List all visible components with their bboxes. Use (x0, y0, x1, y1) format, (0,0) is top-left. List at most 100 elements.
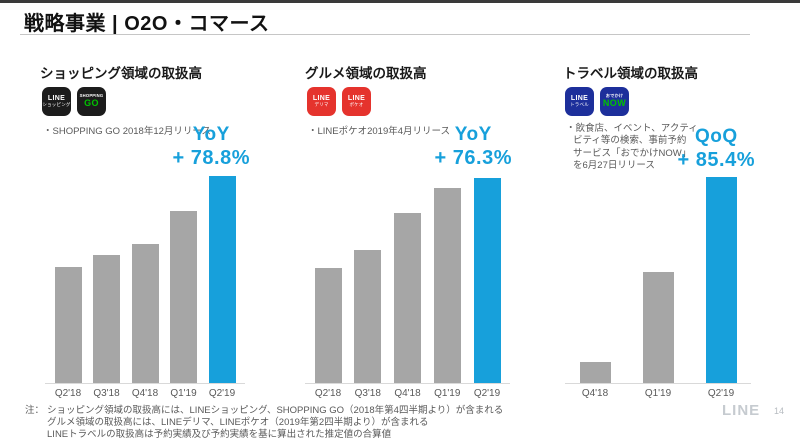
bar-label: Q2'18 (54, 388, 82, 399)
page-title: 戦略事業 | O2O・コマース (24, 13, 270, 35)
bar-Q4'18 (394, 212, 421, 383)
bar-cell: Q2'19 (704, 170, 738, 399)
bar-label: Q1'19 (434, 388, 461, 399)
line-delima-icon: LINE デリマ (307, 87, 336, 116)
icon-text-top: LINE (347, 95, 366, 103)
release-note: ・飲食店、イベント、アクティ ビティ等の検索、事前予約 サービス「おでかけNOW… (566, 123, 698, 172)
growth-badge: YoY + 78.8% (173, 124, 250, 170)
bar-Q4'18 (579, 362, 611, 383)
odekake-now-icon: おでかけ NOW (600, 87, 629, 116)
bar-Q1'19 (433, 188, 461, 383)
bar-cell: Q3'18 (353, 170, 383, 399)
icon-text-bottom: ショッピング (42, 101, 71, 107)
note-line: ・飲食店、イベント、アクティ (566, 123, 698, 134)
note-line: サービス「おでかけNOW」 (573, 147, 692, 159)
bar-chart-travel: Q4'18 Q1'19 Q2'19 (565, 170, 751, 399)
shopping-go-icon: SHOPPING GO (77, 87, 106, 116)
footnote: 注： ショッピング領域の取扱高には、LINEショッピング、SHOPPING GO… (25, 405, 503, 441)
bar-label: Q4'18 (581, 388, 609, 399)
bar-cell: Q2'18 (313, 170, 343, 399)
bar-cell: Q4'18 (393, 170, 423, 399)
icon-text-bottom: GO (84, 97, 99, 108)
app-icons: LINE トラベル おでかけ NOW (565, 87, 629, 116)
bar-Q2'18 (54, 267, 82, 383)
icon-text-bottom: デリマ (314, 101, 329, 107)
section-title: ショッピング領域の取扱高 (40, 66, 202, 81)
icon-text-top: おでかけ (605, 93, 624, 99)
plot-area: Q4'18 Q1'19 Q2'19 (565, 170, 751, 399)
page-number: 14 (774, 406, 785, 416)
growth-label: YoY (454, 124, 492, 145)
note-line: ・LINEポケオ2019年4月リリース (308, 126, 451, 137)
top-border (0, 0, 800, 3)
line-travel-icon: LINE トラベル (565, 87, 594, 116)
bar-cell: Q2'19 (472, 170, 502, 399)
bar-cell: Q3'18 (92, 170, 122, 399)
bar-Q2'19 (705, 177, 737, 383)
section-travel: トラベル領域の取扱高 LINE トラベル おでかけ NOW ・飲食店、イベント、… (563, 62, 800, 399)
bar-label: Q4'18 (131, 388, 159, 399)
bar-cell: Q2'18 (53, 170, 83, 399)
bar-label: Q1'19 (644, 388, 672, 399)
app-icons: LINE デリマ LINE ポケオ (307, 87, 371, 116)
bar-label: Q2'18 (314, 388, 342, 399)
bar-Q2'19 (208, 176, 236, 383)
bar-Q2'18 (314, 268, 342, 383)
bar-label: Q3'18 (93, 388, 120, 399)
icon-text-bottom: NOW (602, 97, 627, 108)
section-shopping: ショッピング領域の取扱高 LINE ショッピング SHOPPING GO ・SH… (40, 62, 290, 399)
release-note: ・SHOPPING GO 2018年12月リリース (43, 126, 211, 138)
bar-label: Q2'19 (208, 388, 236, 399)
line-shopping-icon: LINE ショッピング (42, 87, 71, 116)
bar-label: Q4'18 (394, 388, 421, 399)
section-gourmet: グルメ領域の取扱高 LINE デリマ LINE ポケオ ・LINEポケオ2019… (305, 62, 555, 399)
footnote-line: ショッピング領域の取扱高には、LINEショッピング、SHOPPING GO（20… (47, 405, 504, 416)
bar-Q1'19 (642, 271, 674, 383)
footnote-lines: ショッピング領域の取扱高には、LINEショッピング、SHOPPING GO（20… (47, 405, 503, 441)
bar-Q4'18 (131, 244, 159, 383)
growth-label: QoQ (694, 126, 738, 147)
growth-value: + 85.4% (677, 149, 755, 171)
bar-chart-shopping: Q2'18 Q3'18 Q4'18 Q1'19 Q2'19 (45, 170, 245, 399)
footnote-line: LINEトラベルの取扱高は予約実績及び予約実績を基に算出された推定値の合算値 (47, 428, 392, 440)
bar-chart-gourmet: Q2'18 Q3'18 Q4'18 Q1'19 Q2'19 (305, 170, 510, 399)
section-title: トラベル領域の取扱高 (563, 66, 698, 81)
bar-cell: Q4'18 (130, 170, 160, 399)
growth-value: + 76.3% (434, 147, 512, 169)
bar-label: Q1'19 (170, 388, 197, 399)
title-underline (20, 34, 750, 35)
icon-text-bottom: トラベル (570, 101, 589, 107)
section-title: グルメ領域の取扱高 (305, 66, 427, 81)
bar-cell: Q1'19 (169, 170, 199, 399)
growth-value: + 78.8% (172, 147, 250, 169)
app-icons: LINE ショッピング SHOPPING GO (42, 87, 106, 116)
plot-area: Q2'18 Q3'18 Q4'18 Q1'19 Q2'19 (45, 170, 245, 399)
bar-label: Q3'18 (354, 388, 381, 399)
footnote-line: グルメ領域の取扱高には、LINEデリマ、LINEポケオ（2019年第2四半期より… (47, 416, 429, 428)
icon-text-top: LINE (47, 95, 66, 103)
growth-badge: QoQ + 85.4% (678, 126, 755, 172)
icon-text-top: LINE (570, 95, 589, 103)
footnote-label: 注： (25, 405, 45, 416)
bar-cell: Q1'19 (432, 170, 462, 399)
bar-Q3'18 (354, 249, 382, 383)
note-line: ビティ等の検索、事前予約 (573, 135, 687, 147)
bar-cell: Q1'19 (641, 170, 675, 399)
release-note: ・LINEポケオ2019年4月リリース (308, 126, 450, 138)
bar-Q2'19 (473, 178, 501, 383)
line-pokeo-icon: LINE ポケオ (342, 87, 371, 116)
growth-label: YoY (192, 124, 230, 145)
note-line: を6月27日リリース (573, 160, 655, 172)
bar-Q1'19 (170, 211, 197, 383)
icon-text-bottom: ポケオ (349, 101, 364, 107)
icon-text-top: SHOPPING (79, 93, 104, 99)
bar-label: Q2'19 (473, 388, 501, 399)
note-line: ・SHOPPING GO 2018年12月リリース (43, 126, 211, 137)
bar-Q3'18 (93, 254, 120, 383)
bar-label: Q2'19 (707, 388, 735, 399)
bar-cell: Q2'19 (207, 170, 237, 399)
icon-text-top: LINE (312, 95, 331, 103)
bar-cell: Q4'18 (578, 170, 612, 399)
line-logo: LINE (722, 402, 761, 419)
